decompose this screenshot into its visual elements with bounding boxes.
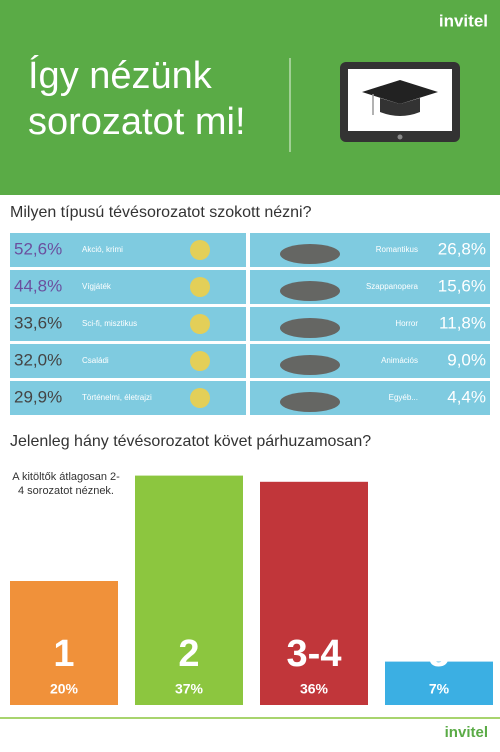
annotation: A kitöltők átlagosan 2-4 sorozatot nézne… bbox=[12, 471, 120, 497]
category-label: Animációs bbox=[381, 356, 418, 365]
icon bbox=[190, 351, 210, 371]
value-label: 36% bbox=[300, 681, 329, 697]
icon bbox=[190, 277, 210, 297]
value-label: 20% bbox=[50, 681, 79, 697]
bar bbox=[385, 661, 493, 705]
category-label: Családi bbox=[82, 356, 109, 365]
category-label: Akció, krimi bbox=[82, 245, 123, 254]
category-label: Romantikus bbox=[376, 245, 418, 254]
icon bbox=[190, 314, 210, 334]
tablet-icon bbox=[340, 62, 460, 142]
category-label: 5 bbox=[428, 633, 449, 675]
category-label: 2 bbox=[178, 633, 199, 675]
percent: 9,0% bbox=[447, 350, 486, 369]
icon bbox=[190, 240, 210, 260]
percent: 26,8% bbox=[438, 239, 486, 258]
category-label: Egyéb... bbox=[389, 393, 418, 402]
logo: invitel bbox=[445, 724, 488, 741]
bar-chart: 1 20% 2 37% 3-4 36% 5 7% bbox=[10, 475, 493, 705]
icon bbox=[280, 244, 340, 264]
category-label: Sci-fi, misztikus bbox=[82, 319, 137, 328]
percent: 4,4% bbox=[447, 387, 486, 406]
bar bbox=[10, 581, 118, 705]
percent: 44,8% bbox=[14, 276, 62, 295]
category-label: Vígjáték bbox=[82, 282, 112, 291]
icon bbox=[280, 318, 340, 338]
category-label: 3-4 bbox=[287, 633, 342, 675]
percent: 11,8% bbox=[439, 313, 486, 332]
icon bbox=[280, 355, 340, 375]
percent: 52,6% bbox=[14, 239, 62, 258]
icon bbox=[190, 388, 210, 408]
percent: 32,0% bbox=[14, 350, 62, 369]
bar bbox=[135, 475, 243, 705]
icon bbox=[280, 281, 340, 301]
percent: 29,9% bbox=[14, 387, 62, 406]
question: Milyen típusú tévésorozatot szokott nézn… bbox=[10, 204, 312, 221]
value-label: 7% bbox=[429, 681, 450, 697]
bar bbox=[260, 481, 368, 705]
title-line: sorozatot mi! bbox=[28, 101, 246, 143]
percent: 15,6% bbox=[438, 276, 486, 295]
category-label: Történelmi, életrajzi bbox=[82, 393, 152, 402]
percent: 33,6% bbox=[14, 313, 62, 332]
category-label: Horror bbox=[395, 319, 418, 328]
icon bbox=[280, 392, 340, 412]
logo: invitel bbox=[439, 11, 488, 30]
category-label: Szappanopera bbox=[366, 282, 419, 291]
title-line: Így nézünk bbox=[28, 54, 213, 97]
category-grid: 52,6% Akció, krimi 26,8% Romantikus 44,8% Víg… bbox=[10, 233, 490, 415]
chart-title: Jelenleg hány tévésorozatot követ párhuz… bbox=[10, 433, 371, 450]
annotation-box: A kitöltők átlagosan 2-4 sorozatot nézne… bbox=[12, 471, 120, 497]
category-label: 1 bbox=[53, 633, 74, 675]
value-label: 37% bbox=[175, 681, 204, 697]
